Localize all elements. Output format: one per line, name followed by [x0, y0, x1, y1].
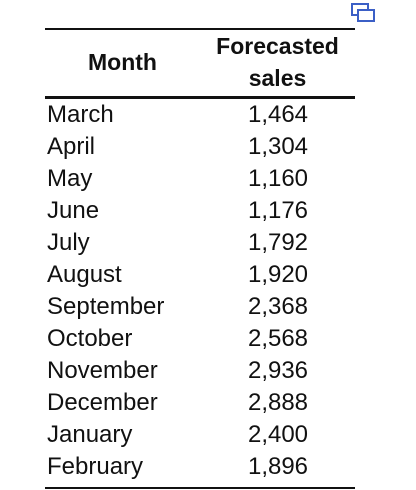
table-row: April 1,304	[45, 131, 355, 163]
sales-cell: 1,304	[247, 133, 309, 160]
column-header-forecasted-sales: Forecasted sales	[216, 32, 339, 91]
month-cell: September	[47, 293, 165, 320]
sales-cell: 2,368	[247, 293, 309, 320]
table-row: May 1,160	[45, 163, 355, 195]
table-bottom-rule	[45, 487, 355, 489]
sales-cell: 1,920	[247, 261, 309, 288]
sales-forecast-table: Month Forecasted sales March 1,464 April…	[45, 28, 355, 489]
table-row: January 2,400	[45, 419, 355, 451]
table-row: February 1,896	[45, 451, 355, 483]
sales-cell: 1,896	[247, 453, 309, 480]
table-row: August 1,920	[45, 259, 355, 291]
copy-icon[interactable]	[350, 2, 376, 24]
table-row: March 1,464	[45, 99, 355, 131]
month-cell: March	[47, 101, 114, 128]
month-cell: February	[47, 453, 144, 480]
table-header: Month Forecasted sales	[45, 30, 355, 96]
month-cell: April	[47, 133, 96, 160]
sales-cell: 2,888	[247, 389, 309, 416]
month-cell: June	[47, 197, 100, 224]
month-cell: December	[47, 389, 158, 416]
table-row: December 2,888	[45, 387, 355, 419]
month-cell: July	[47, 229, 90, 256]
month-cell: August	[47, 261, 122, 288]
month-cell: October	[47, 325, 133, 352]
table-row: September 2,368	[45, 291, 355, 323]
table-header-rule	[45, 95, 355, 99]
sales-cell: 1,792	[247, 229, 309, 256]
table-row: June 1,176	[45, 195, 355, 227]
month-cell: November	[47, 357, 158, 384]
sales-cell: 1,464	[247, 101, 309, 128]
table-row: November 2,936	[45, 355, 355, 387]
month-cell: May	[47, 165, 93, 192]
sales-cell: 2,400	[247, 421, 309, 448]
sales-cell: 1,176	[247, 197, 309, 224]
table-top-rule	[45, 28, 355, 30]
column-header-month: Month	[88, 48, 157, 75]
sales-cell: 2,936	[247, 357, 309, 384]
month-cell: January	[47, 421, 133, 448]
table-body: March 1,464 April 1,304 May 1,160 June 1…	[45, 99, 355, 487]
sales-cell: 1,160	[247, 165, 309, 192]
table-row: July 1,792	[45, 227, 355, 259]
table-row: October 2,568	[45, 323, 355, 355]
sales-cell: 2,568	[247, 325, 309, 352]
